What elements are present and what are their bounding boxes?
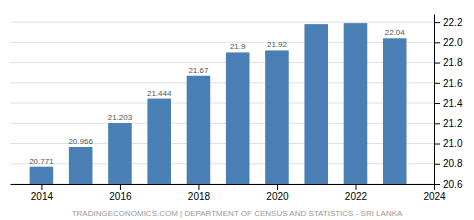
tick: 20.8 xyxy=(434,158,463,169)
plot: 20.771 20.966 21.203 21.444 21.67 21.9 21.92 22… xyxy=(10,15,463,203)
data-label: 20.966 xyxy=(68,137,93,146)
tick-mark xyxy=(277,184,278,190)
tick-label: 21.0 xyxy=(443,138,463,149)
tick: 21.8 xyxy=(434,57,463,68)
bar xyxy=(69,147,93,184)
tick-mark xyxy=(355,184,356,190)
bar xyxy=(304,24,328,184)
tick-label: 20.6 xyxy=(443,179,463,190)
tick-label: 2018 xyxy=(188,191,211,202)
tick-label: 2014 xyxy=(31,191,54,202)
tick-mark xyxy=(434,144,440,145)
tick-mark xyxy=(434,63,440,64)
tick: 21.6 xyxy=(434,78,463,89)
tick: 2018 xyxy=(188,184,211,202)
x-axis: 2014 2016 2018 2020 2022 2024 xyxy=(11,184,447,202)
bar xyxy=(147,99,171,184)
tick-label: 2022 xyxy=(345,191,368,202)
tick-mark xyxy=(434,184,440,185)
tick: 2016 xyxy=(109,184,132,202)
tick-mark xyxy=(434,123,440,124)
tick-label: 20.8 xyxy=(443,158,463,169)
tick-label: 2024 xyxy=(423,191,446,202)
data-label: 22.04 xyxy=(385,28,406,37)
tick-label: 21.6 xyxy=(443,78,463,89)
tick-mark xyxy=(434,103,440,104)
tick: 20.6 xyxy=(434,179,463,190)
grid-line xyxy=(10,103,434,104)
data-label: 21.444 xyxy=(147,89,172,98)
tick-mark xyxy=(120,184,121,190)
tick: 21.0 xyxy=(434,138,463,149)
bar xyxy=(383,38,407,184)
bar xyxy=(30,167,54,184)
tick-label: 22.0 xyxy=(443,37,463,48)
data-label: 20.771 xyxy=(29,157,54,166)
tick-mark xyxy=(434,42,440,43)
tick-label: 21.8 xyxy=(443,57,463,68)
tick-mark xyxy=(198,184,199,190)
tick-label: 2016 xyxy=(109,191,132,202)
bar xyxy=(108,123,132,184)
data-label: 21.9 xyxy=(230,42,246,51)
tick-mark xyxy=(41,184,42,190)
tick-label: 2020 xyxy=(266,191,289,202)
chart: 20.771 20.966 21.203 21.444 21.67 21.9 21.92 22… xyxy=(0,0,474,220)
bar xyxy=(265,50,289,184)
footer: TRADINGECONOMICS.COM | DEPARTMENT OF CEN… xyxy=(72,209,403,218)
data-label: 21.203 xyxy=(108,113,133,122)
bars xyxy=(30,23,407,184)
y-axis: 20.6 20.8 21.0 21.2 21.4 21.6 21.8 22.0 22.2 xyxy=(434,15,463,190)
tick: 21.2 xyxy=(434,118,463,129)
tick-label: 21.2 xyxy=(443,118,463,129)
tick-mark xyxy=(434,22,440,23)
bar xyxy=(187,76,211,184)
tick-mark xyxy=(434,83,440,84)
tick: 21.4 xyxy=(434,98,463,109)
tick: 22.0 xyxy=(434,37,463,48)
grid-line xyxy=(10,42,434,43)
tick: 2022 xyxy=(345,184,368,202)
grid-line xyxy=(10,62,434,63)
grid xyxy=(10,22,434,184)
grid-line xyxy=(10,82,434,83)
tick-label: 22.2 xyxy=(443,17,463,28)
grid-line xyxy=(10,22,434,23)
axis-line xyxy=(11,184,435,185)
axis-line xyxy=(434,15,435,185)
tick-mark xyxy=(434,164,440,165)
tick: 22.2 xyxy=(434,17,463,28)
tick: 2014 xyxy=(31,184,54,202)
data-label: 21.92 xyxy=(267,40,288,49)
bar xyxy=(226,52,250,184)
tick: 2020 xyxy=(266,184,289,202)
tick-label: 21.4 xyxy=(443,98,463,109)
bar xyxy=(344,23,368,184)
grid-line xyxy=(10,123,434,124)
data-label: 21.67 xyxy=(188,66,209,75)
data-labels: 20.771 20.966 21.203 21.444 21.67 21.9 21.92 22… xyxy=(29,28,405,165)
